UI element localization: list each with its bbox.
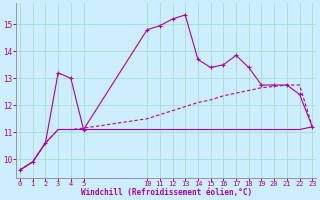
X-axis label: Windchill (Refroidissement éolien,°C): Windchill (Refroidissement éolien,°C) — [81, 188, 252, 197]
